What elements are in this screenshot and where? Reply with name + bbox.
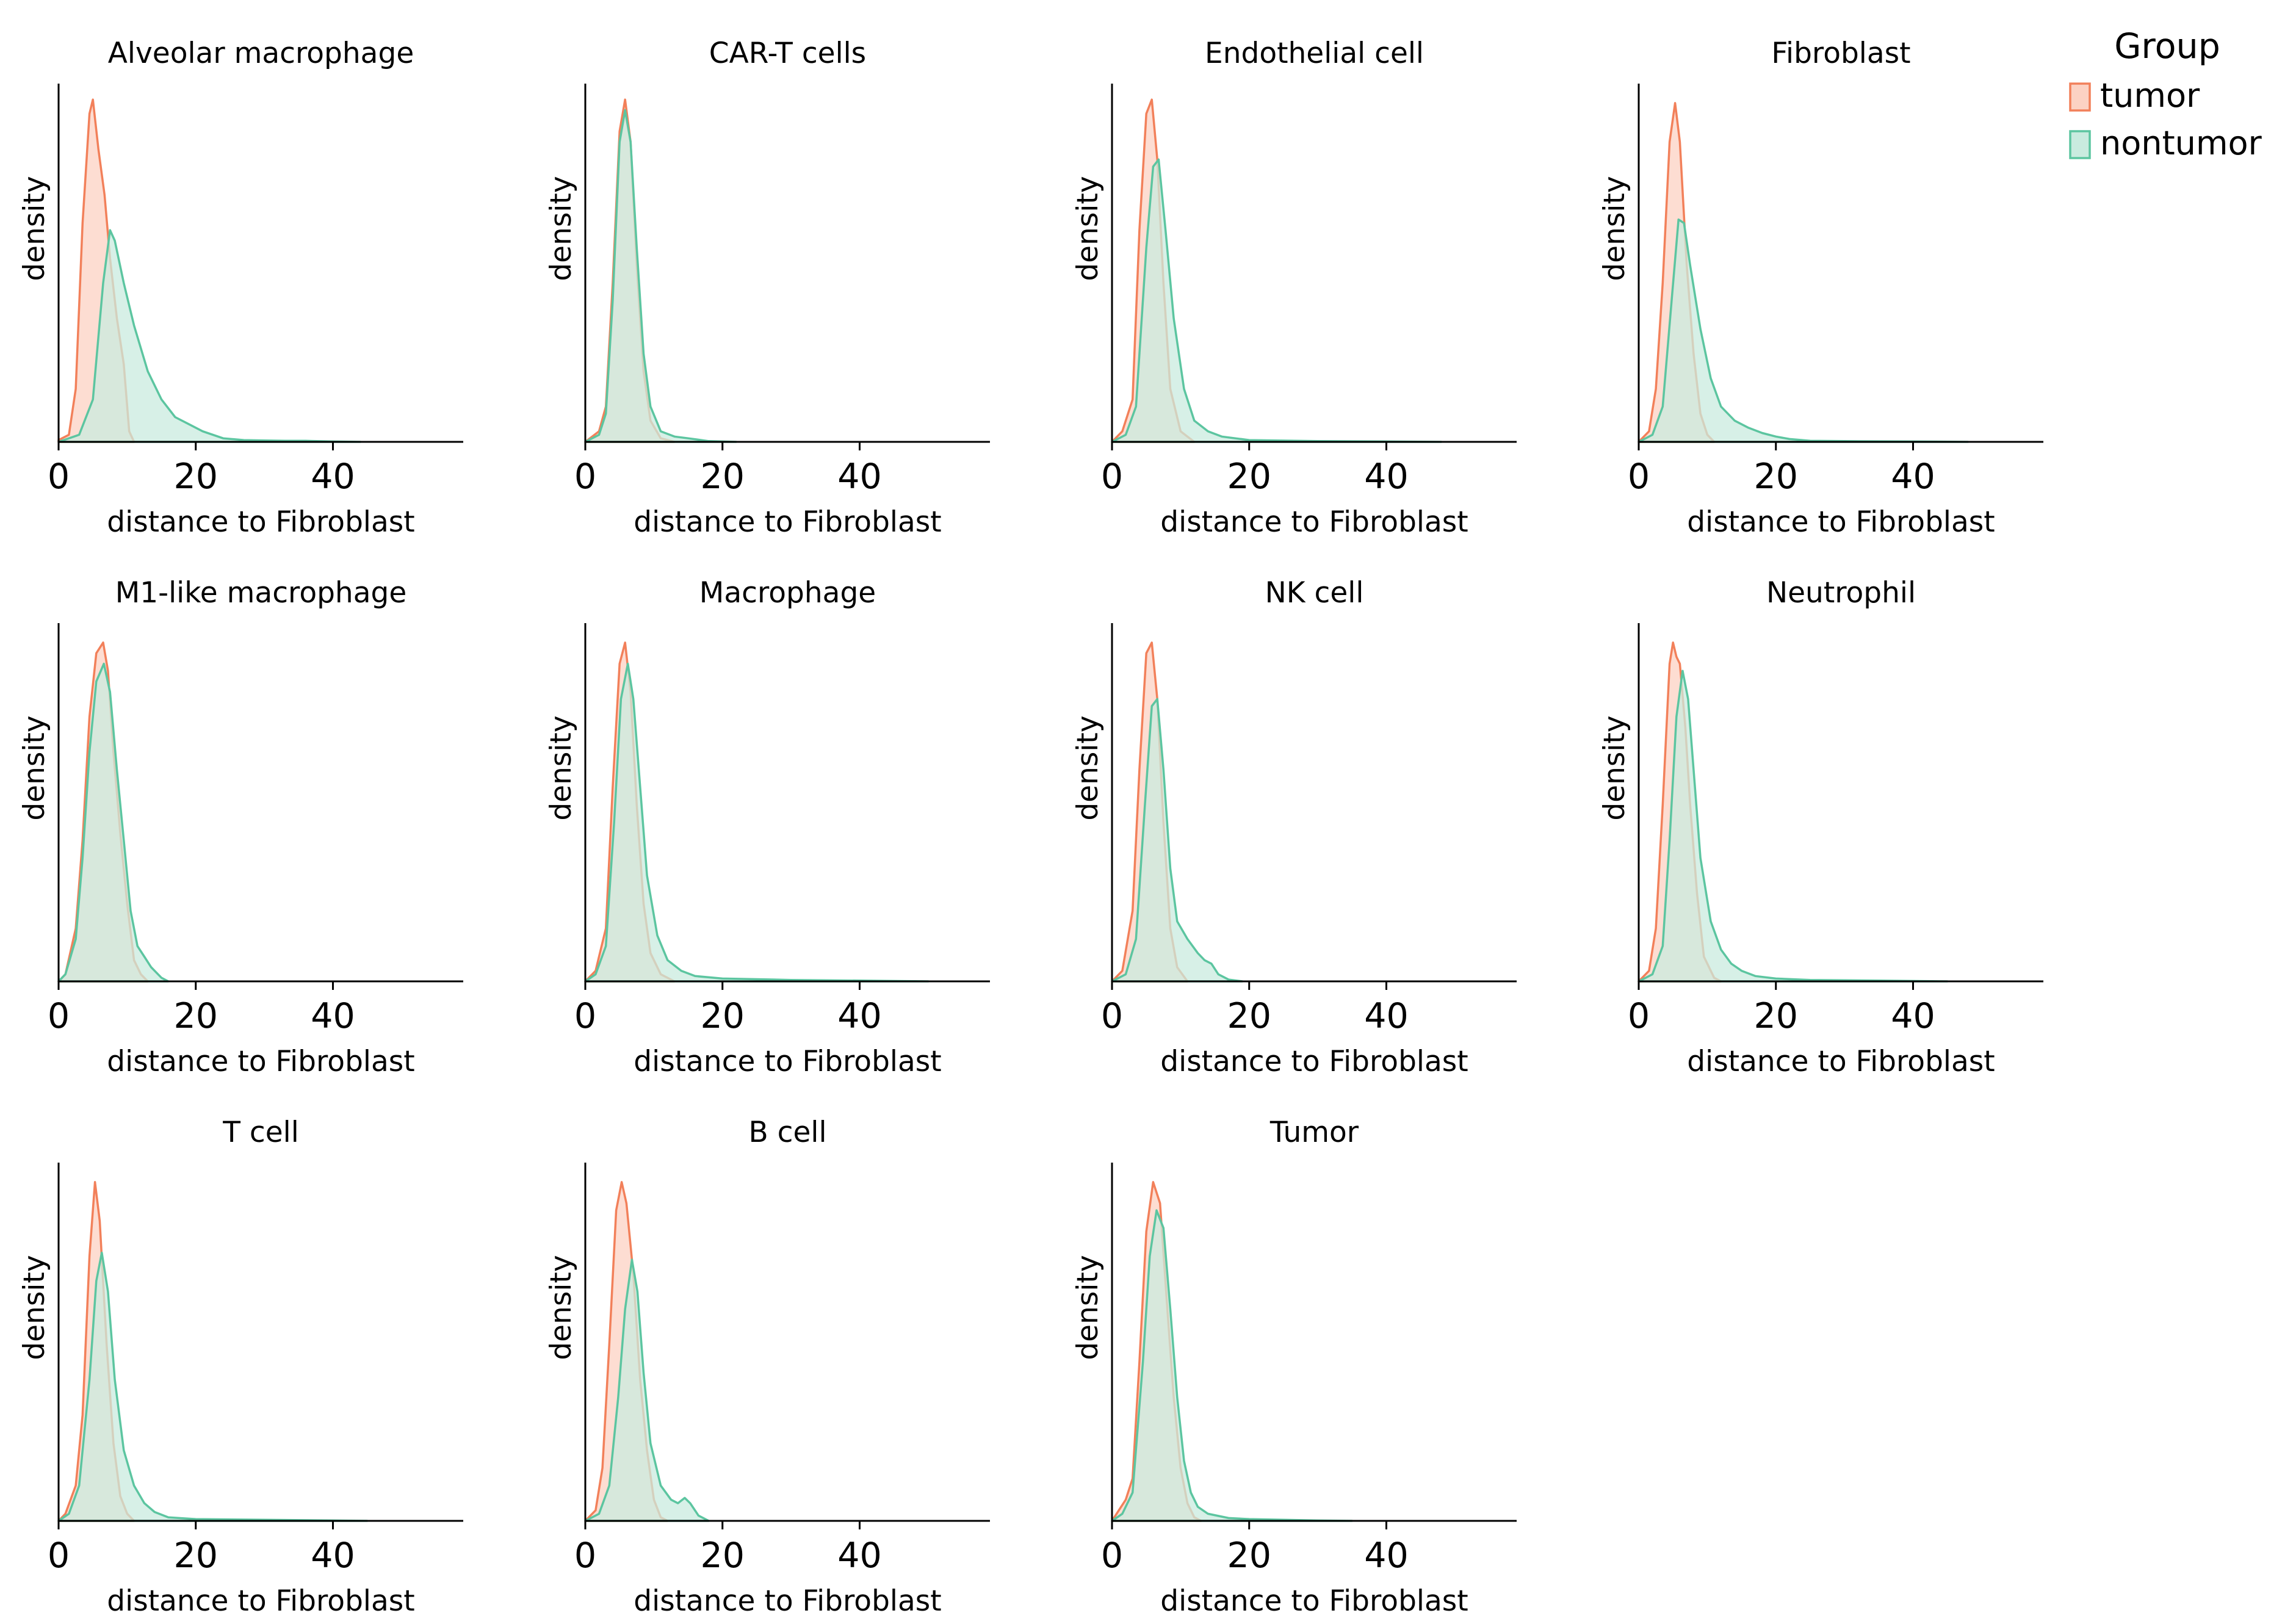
panel-tumor: 0 20 40 Tumor distance to Fibroblast density (1071, 1116, 1517, 1618)
panel-title: Endothelial cell (1205, 37, 1424, 70)
x-tick-label: 0 (1101, 1536, 1123, 1576)
x-axis-label: distance to Fibroblast (634, 1584, 941, 1618)
x-tick-label: 0 (1628, 996, 1650, 1036)
facet-grid: 0 20 40 Alveolar macrophage distance to Fibr… (18, 37, 2043, 1618)
x-tick-label: 20 (1227, 996, 1271, 1036)
panel-title: NK cell (1265, 576, 1364, 610)
x-tick-label: 0 (1628, 457, 1650, 497)
y-axis-label: density (1598, 176, 1631, 281)
legend-title: Group (2114, 26, 2220, 67)
legend-label-nontumor: nontumor (2100, 124, 2262, 162)
density-area-nontumor (1637, 218, 1970, 443)
panel-neutrophil: 0 20 40 Neutrophil distance to Fibroblast den… (1598, 576, 2043, 1078)
x-tick-label: 40 (1364, 1536, 1409, 1576)
x-tick-label: 0 (574, 996, 596, 1036)
x-tick-label: 20 (700, 457, 745, 497)
x-tick-label: 0 (1101, 996, 1123, 1036)
legend: Group tumor nontumor (2069, 26, 2262, 162)
x-tick-label: 40 (1891, 457, 1935, 497)
x-axis-label: distance to Fibroblast (107, 1584, 414, 1618)
density-area-nontumor (57, 1251, 369, 1522)
x-tick-label: 40 (1364, 457, 1409, 497)
x-tick-label: 20 (700, 996, 745, 1036)
x-axis-label: distance to Fibroblast (634, 1045, 941, 1078)
panel-t-cell: 0 20 40 T cell distance to Fibroblast density (18, 1116, 463, 1618)
x-tick-label: 40 (837, 457, 882, 497)
y-axis-label: density (544, 1255, 578, 1360)
panel-title: B cell (748, 1116, 826, 1149)
y-axis-label: density (1598, 715, 1631, 820)
y-axis-label: density (18, 715, 51, 820)
x-tick-label: 20 (1227, 1536, 1271, 1576)
density-area-nontumor (57, 662, 170, 983)
legend-label-tumor: tumor (2100, 76, 2200, 115)
legend-swatch-nontumor (2069, 130, 2091, 159)
x-tick-label: 40 (1364, 996, 1409, 1036)
x-tick-label: 20 (1753, 457, 1798, 497)
x-axis-label: distance to Fibroblast (1160, 505, 1468, 539)
density-area-nontumor (57, 229, 362, 443)
panel-car-t-cells: 0 20 40 CAR-T cells distance to Fibroblast de… (544, 37, 990, 539)
panel-title: Fibroblast (1771, 37, 1910, 70)
x-axis-label: distance to Fibroblast (634, 505, 941, 539)
panel-title: CAR-T cells (709, 37, 866, 70)
y-axis-label: density (18, 1255, 51, 1360)
x-tick-label: 20 (173, 996, 218, 1036)
y-axis-label: density (544, 715, 578, 820)
panel-alveolar-macrophage: 0 20 40 Alveolar macrophage distance to Fibr… (18, 37, 463, 539)
panel-title: M1-like macrophage (115, 576, 407, 610)
x-tick-label: 20 (1227, 457, 1271, 497)
y-axis-label: density (544, 176, 578, 281)
x-tick-label: 40 (1891, 996, 1935, 1036)
density-area-nontumor (1111, 158, 1443, 443)
x-tick-label: 20 (700, 1536, 745, 1576)
panel-title: Macrophage (699, 576, 876, 610)
x-axis-label: distance to Fibroblast (107, 505, 414, 539)
x-tick-label: 0 (1101, 457, 1123, 497)
panel-m1-like-macrophage: 0 20 40 M1-like macrophage distance to Fibro… (18, 576, 463, 1078)
x-axis-label: distance to Fibroblast (1160, 1045, 1468, 1078)
x-tick-label: 40 (311, 457, 355, 497)
panel-title: Tumor (1269, 1116, 1359, 1149)
panel-title: Neutrophil (1766, 576, 1916, 610)
x-tick-label: 40 (311, 1536, 355, 1576)
x-tick-label: 40 (837, 1536, 882, 1576)
density-area-nontumor (1111, 698, 1244, 983)
legend-swatch-tumor (2069, 82, 2091, 112)
density-area-nontumor (584, 1258, 710, 1522)
panel-title: Alveolar macrophage (108, 37, 414, 70)
y-axis-label: density (1071, 176, 1105, 281)
x-tick-label: 0 (48, 1536, 70, 1576)
x-tick-label: 0 (574, 457, 596, 497)
density-area-nontumor (584, 109, 737, 443)
x-tick-label: 0 (48, 996, 70, 1036)
panel-nk-cell: 0 20 40 NK cell distance to Fibroblast densit… (1071, 576, 1517, 1078)
x-tick-label: 40 (837, 996, 882, 1036)
x-tick-label: 0 (574, 1536, 596, 1576)
density-area-nontumor (1637, 669, 1949, 983)
x-tick-label: 0 (48, 457, 70, 497)
x-tick-label: 20 (173, 457, 218, 497)
x-axis-label: distance to Fibroblast (1687, 1045, 1995, 1078)
panel-fibroblast: 0 20 40 Fibroblast distance to Fibroblast den… (1598, 37, 2043, 539)
y-axis-label: density (1071, 1255, 1105, 1360)
x-tick-label: 20 (1753, 996, 1798, 1036)
x-tick-label: 40 (311, 996, 355, 1036)
panel-title: T cell (222, 1116, 299, 1149)
density-area-nontumor (584, 662, 930, 983)
x-tick-label: 20 (173, 1536, 218, 1576)
panel-macrophage: 0 20 40 Macrophage distance to Fibroblast den… (544, 576, 990, 1078)
x-axis-label: distance to Fibroblast (1687, 505, 1995, 539)
density-area-nontumor (1111, 1209, 1354, 1522)
panel-endothelial-cell: 0 20 40 Endothelial cell distance to Fibrobl… (1071, 37, 1517, 539)
y-axis-label: density (18, 176, 51, 281)
panel-b-cell: 0 20 40 B cell distance to Fibroblast density (544, 1116, 990, 1618)
y-axis-label: density (1071, 715, 1105, 820)
x-axis-label: distance to Fibroblast (1160, 1584, 1468, 1618)
x-axis-label: distance to Fibroblast (107, 1045, 414, 1078)
